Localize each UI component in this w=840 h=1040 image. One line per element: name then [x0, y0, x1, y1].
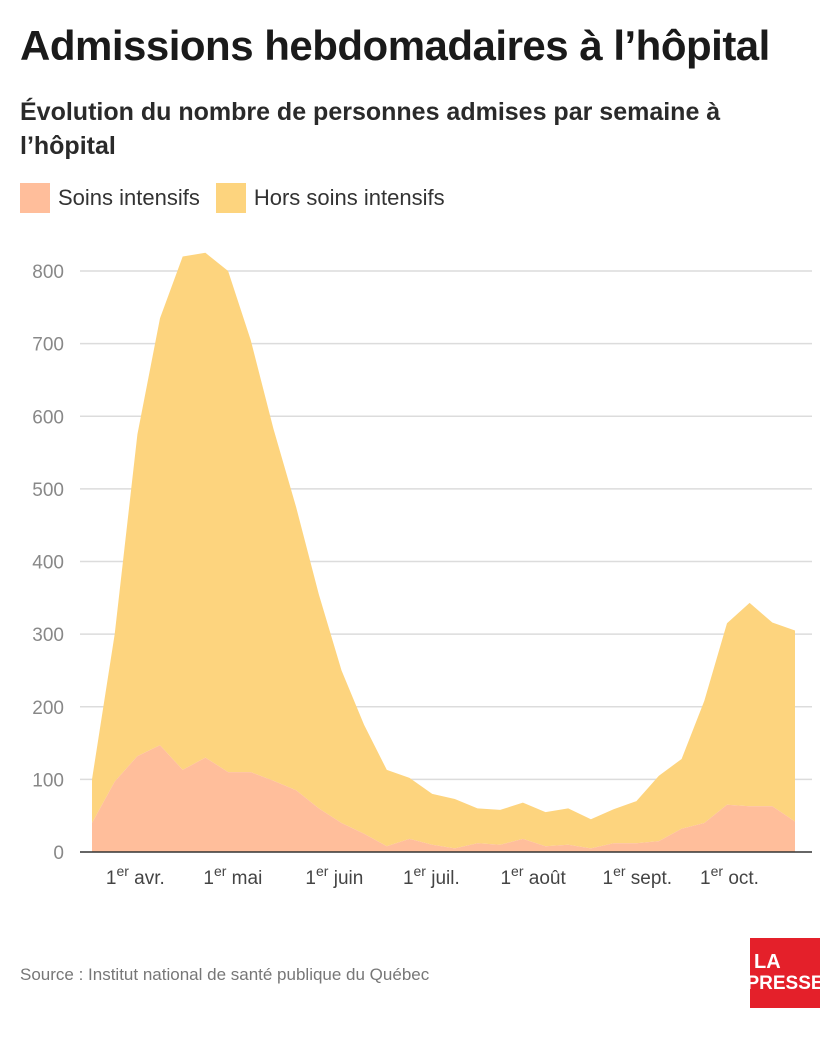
x-tick-label-0: 1er avr.	[106, 863, 165, 889]
area-hors-soins-intensifs	[92, 252, 795, 849]
y-tick-label-0: 0	[53, 843, 64, 864]
logo-line-1: LA	[754, 951, 781, 973]
legend-swatch-soins-intensifs	[20, 183, 50, 213]
x-tick-label-5: 1er sept.	[603, 863, 673, 889]
y-tick-label-500: 500	[32, 480, 64, 501]
legend-label-hors-soins-intensifs: Hors soins intensifs	[253, 185, 445, 210]
x-tick-label-3: 1er juil.	[403, 863, 460, 889]
y-tick-label-800: 800	[32, 262, 64, 283]
y-tick-label-700: 700	[32, 335, 64, 356]
la-presse-logo: LA PRESSE	[746, 938, 824, 1008]
legend-item-soins-intensifs: Soins intensifs	[20, 183, 200, 213]
chart-subtitle: Évolution du nombre de personnes admises…	[20, 98, 721, 160]
x-tick-label-1: 1er mai	[203, 863, 262, 889]
x-tick-label-6: 1er oct.	[700, 863, 759, 889]
area-chart: 0 100 200 300 400 500 600 700 800 1er avr. 1er mai…	[32, 252, 812, 889]
y-tick-label-400: 400	[32, 553, 64, 574]
legend-swatch-hors-soins-intensifs	[215, 183, 246, 213]
legend-label-soins-intensifs: Soins intensifs	[58, 185, 200, 210]
y-tick-label-300: 300	[32, 625, 64, 646]
y-tick-label-100: 100	[32, 770, 64, 791]
area-soins-intensifs	[92, 745, 795, 852]
y-tick-label-600: 600	[32, 407, 64, 428]
source-note: Source : Institut national de santé publ…	[20, 965, 430, 984]
logo-line-2: PRESSE	[746, 973, 824, 994]
x-tick-label-2: 1er juin	[305, 863, 363, 889]
legend: Soins intensifs Hors soins intensifs	[20, 183, 461, 213]
legend-item-hors-soins-intensifs: Hors soins intensifs	[215, 183, 445, 213]
chart-title: Admissions hebdomadaires à l’hôpital	[20, 22, 770, 69]
x-tick-label-4: 1er août	[500, 863, 566, 889]
y-tick-label-200: 200	[32, 698, 64, 719]
